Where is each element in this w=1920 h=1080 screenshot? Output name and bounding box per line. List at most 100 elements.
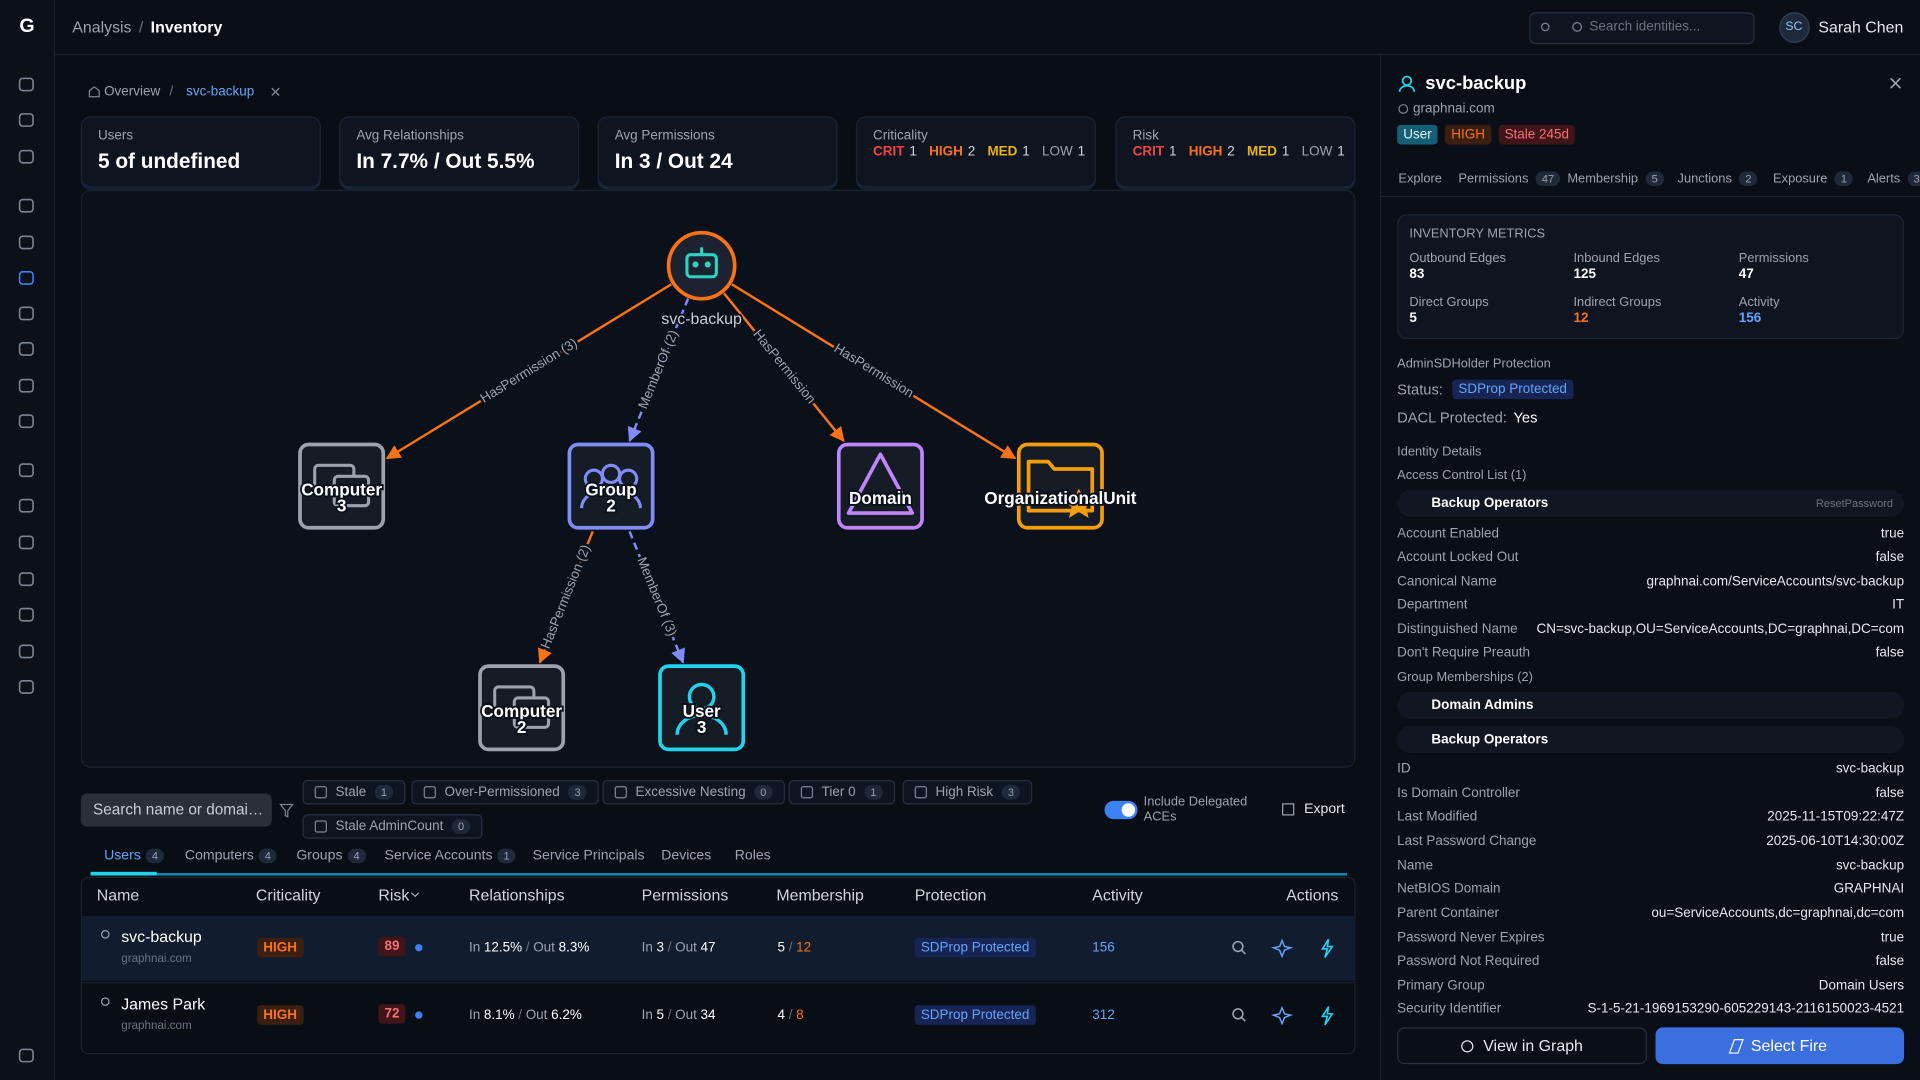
- stat-card: [339, 116, 580, 188]
- stat-label: Avg Permissions: [614, 128, 715, 144]
- property-label: ID: [1397, 761, 1411, 777]
- property-value: svc-backup: [1835, 761, 1905, 777]
- stat-levels: CRIT 1 HIGH 2 MED 1 LOW 1: [1133, 144, 1352, 159]
- group-name[interactable]: Domain Admins: [1431, 697, 1534, 713]
- toggle-label: Include Delegated ACEs: [1143, 794, 1248, 825]
- chip-icon: [314, 820, 327, 833]
- activity[interactable]: 156: [1092, 940, 1115, 956]
- column-header[interactable]: Activity: [1092, 885, 1143, 905]
- level-count: 1: [1168, 144, 1177, 160]
- tab[interactable]: Service Principals: [533, 849, 645, 864]
- in-value: 3: [656, 940, 665, 956]
- detail-tab[interactable]: Junctions 2: [1678, 171, 1758, 187]
- chip-label: High Risk: [935, 784, 994, 800]
- relationships: In 12.5% / Out 8.3%: [469, 940, 589, 955]
- tab-label: Explore: [1398, 171, 1442, 187]
- tab-count: 4: [347, 848, 366, 864]
- criticality-badge: HIGH: [257, 1005, 304, 1025]
- group-icon: [580, 487, 642, 509]
- detail-tab[interactable]: Alerts 3: [1867, 171, 1920, 187]
- chip-icon: [314, 786, 327, 799]
- select-fire-button[interactable]: Select Fire: [1728, 1037, 1827, 1055]
- detail-tab[interactable]: Permissions 47: [1458, 171, 1561, 187]
- tab[interactable]: Computers 4: [185, 848, 278, 864]
- detail-tab[interactable]: Membership 5: [1567, 171, 1664, 187]
- filter-chip[interactable]: Stale 1: [302, 780, 406, 805]
- stat-value: In 7.7% / Out 5.5%: [356, 149, 535, 173]
- globe-icon: [1398, 104, 1409, 114]
- group-name[interactable]: Backup Operators: [1431, 732, 1549, 747]
- search-box[interactable]: [1529, 12, 1755, 45]
- view-in-graph-button[interactable]: View in Graph: [1461, 1037, 1583, 1055]
- column-header[interactable]: Criticality: [255, 885, 321, 905]
- stat-card: [597, 116, 838, 188]
- property-label: Security Identifier: [1397, 1001, 1502, 1017]
- protection-badge: SDProp Protected: [914, 1005, 1036, 1025]
- sidebar-icon: [18, 198, 34, 213]
- tab[interactable]: Devices: [661, 849, 711, 864]
- level-label: CRIT: [873, 144, 905, 160]
- explore-icon: [1270, 938, 1294, 959]
- filter-chip[interactable]: Stale AdminCount 0: [302, 814, 483, 839]
- logo: G: [19, 15, 35, 37]
- search-input[interactable]: [80, 793, 272, 827]
- crumb[interactable]: Overview: [104, 84, 161, 100]
- graph-edge: [627, 298, 690, 443]
- tab[interactable]: Roles: [735, 849, 771, 864]
- filter-chip[interactable]: High Risk 3: [902, 780, 1033, 805]
- filter-chip[interactable]: Tier 0 1: [788, 780, 895, 805]
- edge-label: HasPermission: [750, 327, 819, 407]
- group-icon: [618, 468, 639, 489]
- chip-count: 0: [451, 819, 471, 834]
- stat-label: Avg Relationships: [356, 128, 464, 144]
- tab-label: Exposure: [1773, 171, 1828, 187]
- export-button[interactable]: Export: [1282, 802, 1345, 817]
- column-header[interactable]: Protection: [914, 885, 987, 905]
- fire-button-bg[interactable]: [1655, 1027, 1905, 1065]
- sidebar-icon: [18, 235, 34, 250]
- tab[interactable]: Users 4: [104, 848, 165, 864]
- tab-count: 1: [1834, 171, 1854, 187]
- out-label: Out: [675, 1007, 697, 1023]
- tab-count: 5: [1645, 171, 1664, 187]
- search-input-placeholder[interactable]: Search name or domain...: [93, 800, 265, 818]
- column-header[interactable]: Actions: [1286, 885, 1339, 905]
- metric-value: 12: [1573, 311, 1589, 326]
- tab-count: 4: [145, 848, 165, 864]
- tab[interactable]: Groups 4: [296, 848, 366, 864]
- column-header[interactable]: Membership: [776, 885, 864, 905]
- graph-edge: [385, 283, 672, 460]
- edge-label: HasPermission: [832, 340, 917, 400]
- tab-label: Membership: [1567, 171, 1639, 187]
- level-label: MED: [987, 144, 1018, 160]
- sidebar-icon: [18, 414, 34, 429]
- column-header[interactable]: Risk: [378, 885, 410, 905]
- metric-label: Inbound Edges: [1573, 251, 1660, 266]
- search-placeholder[interactable]: Search identities...: [1589, 19, 1701, 35]
- user-name[interactable]: Sarah Chen: [1818, 17, 1904, 37]
- column-header[interactable]: Permissions: [641, 885, 729, 905]
- explore-icon: [1270, 1005, 1294, 1026]
- user-icon: [1398, 84, 1416, 92]
- badge: Stale 245d: [1498, 124, 1576, 145]
- column-header[interactable]: Name: [96, 885, 140, 905]
- detail-tab[interactable]: Explore: [1398, 171, 1442, 186]
- level-count: 2: [1227, 144, 1235, 160]
- filter-chip[interactable]: Excessive Nesting 0: [602, 780, 785, 805]
- sidebar-icon: [18, 149, 34, 164]
- detail-domain: graphnai.com: [1413, 101, 1495, 117]
- tab[interactable]: Service Accounts 1: [384, 848, 516, 864]
- detail-title: svc-backup: [1425, 72, 1527, 94]
- property-value: 2025-06-10T14:30:00Z: [1766, 833, 1905, 849]
- activity[interactable]: 312: [1092, 1007, 1115, 1023]
- filter-chip[interactable]: Over-Permissioned 3: [411, 780, 599, 805]
- direct: 5: [777, 940, 786, 956]
- column-header[interactable]: Relationships: [468, 885, 565, 905]
- tab-label: Service Principals: [532, 848, 645, 864]
- acl-name[interactable]: Backup Operators: [1431, 495, 1549, 511]
- chip-label: Over-Permissioned: [444, 784, 560, 800]
- detail-tab[interactable]: Exposure 1: [1773, 171, 1854, 187]
- view-button-bg[interactable]: [1397, 1027, 1647, 1065]
- row-name[interactable]: James Park: [121, 994, 206, 1014]
- row-name[interactable]: svc-backup: [121, 927, 202, 946]
